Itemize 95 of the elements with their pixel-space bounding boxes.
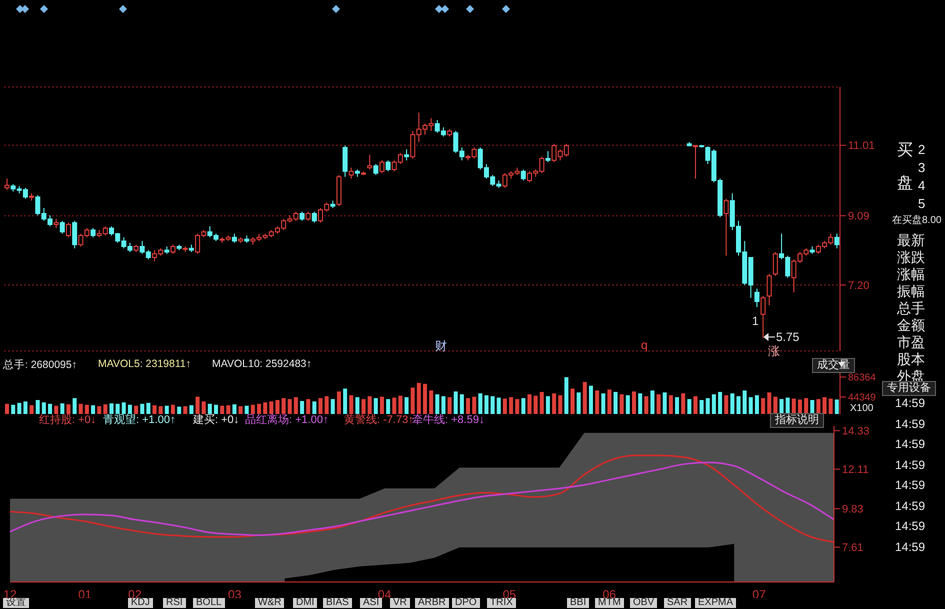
annotation: 黄警线: -7.73↑ xyxy=(344,413,414,427)
text: 4 xyxy=(918,178,926,193)
candlestick xyxy=(306,211,311,222)
text: DPO xyxy=(452,597,480,608)
text: 市盈 xyxy=(897,334,925,350)
y-tick-label: 9.83 xyxy=(842,504,864,516)
text: 买 xyxy=(897,142,913,159)
candlestick xyxy=(60,220,65,234)
annotation: 1 xyxy=(752,314,759,328)
candlestick xyxy=(4,178,10,190)
text: 14:59 xyxy=(895,416,926,430)
text: 在买盘8.00 xyxy=(892,215,942,226)
y-tick-label: 12.11 xyxy=(842,464,869,476)
y-tick-label: 44349 xyxy=(848,392,876,404)
annotation: 红持股: +0↓ xyxy=(39,413,96,427)
text: 14:59 xyxy=(895,498,926,512)
annotation: 建买: +0↓ xyxy=(193,413,240,427)
text: MAVOL5: 2319811↑ xyxy=(98,358,192,370)
candlestick xyxy=(386,160,391,172)
text: RSI xyxy=(163,597,186,608)
text: DMI xyxy=(293,597,318,608)
y-tick-label: 7.20 xyxy=(848,280,870,292)
y-tick-label: 86364 xyxy=(848,372,876,384)
text: SAR xyxy=(664,597,691,608)
text: OBV xyxy=(630,597,658,608)
text: 专用设备 xyxy=(882,381,936,396)
text: W&R xyxy=(255,597,284,608)
candlestick xyxy=(772,252,778,276)
text: 5 xyxy=(918,196,926,211)
candlestick xyxy=(766,274,772,306)
text: 涨跌 xyxy=(897,249,925,265)
text: ARBR xyxy=(415,597,449,608)
candlestick xyxy=(834,233,840,249)
candlestick xyxy=(692,144,698,180)
text: 2 xyxy=(918,142,926,157)
candlestick xyxy=(754,288,760,308)
annotation: 品红离场: +1.00↑ xyxy=(245,412,328,427)
text: BBI xyxy=(567,597,590,608)
candlestick xyxy=(300,211,305,222)
candlestick xyxy=(724,198,729,256)
text: ASI xyxy=(360,597,382,608)
text: 最新 xyxy=(897,232,925,248)
text: 总手: 2680095↑ xyxy=(3,358,77,372)
text: 金额 xyxy=(897,317,925,333)
candlestick xyxy=(66,222,71,238)
text: 设置 xyxy=(3,597,29,608)
text: MAVOL10: 2592483↑ xyxy=(212,358,312,370)
candlestick xyxy=(170,244,176,254)
line-series xyxy=(9,454,835,543)
y-tick-label: 7.61 xyxy=(842,542,864,554)
candlestick xyxy=(520,169,526,181)
text: 股本 xyxy=(897,351,925,367)
candlestick xyxy=(379,160,384,174)
candlestick xyxy=(54,218,59,229)
text: 振幅 xyxy=(897,283,925,299)
candlestick xyxy=(232,233,237,244)
text: BOLL xyxy=(193,597,225,608)
text: 盘 xyxy=(897,175,913,192)
candlestick xyxy=(760,296,766,339)
text: 总手 xyxy=(897,300,925,316)
text: 14:59 xyxy=(895,478,926,492)
text: 14:59 xyxy=(895,437,926,451)
candlestick xyxy=(373,164,378,176)
candlestick xyxy=(312,211,317,224)
annotation: 指标说明 xyxy=(770,413,824,428)
candlestick xyxy=(404,148,410,161)
text: 14:59 xyxy=(895,396,926,410)
line-series xyxy=(9,462,835,536)
candlestick xyxy=(545,150,550,163)
candlestick xyxy=(367,154,372,170)
candlestick xyxy=(342,145,348,178)
annotation: 牵牛线: +8.59↓ xyxy=(412,413,484,427)
annotation: 5.75 xyxy=(776,330,800,344)
candlestick xyxy=(348,167,354,180)
text: MTM xyxy=(595,597,624,608)
text: 14:59 xyxy=(895,540,926,554)
text: 14:59 xyxy=(895,458,926,472)
annotation: 涨 xyxy=(768,343,780,360)
candlestick xyxy=(72,220,78,249)
text: 3 xyxy=(918,160,926,175)
text: 涨幅 xyxy=(897,266,925,282)
annotation: 青观望: +1.00↑ xyxy=(103,412,176,427)
text: EXPMA xyxy=(695,597,736,608)
y-tick-label: 11.01 xyxy=(848,140,875,152)
candlestick xyxy=(90,228,96,238)
text: TRIX xyxy=(487,597,516,608)
annotation: q xyxy=(641,338,648,352)
text: VR xyxy=(390,597,410,608)
text: BIAS xyxy=(323,597,352,608)
y-axis-title: X100 xyxy=(850,403,874,414)
text: 14:59 xyxy=(895,519,926,533)
annotation: 财 xyxy=(435,338,447,355)
y-tick-label: 9.09 xyxy=(848,210,870,223)
y-tick-label: 14.33 xyxy=(842,426,870,438)
text: KDJ xyxy=(128,597,153,608)
